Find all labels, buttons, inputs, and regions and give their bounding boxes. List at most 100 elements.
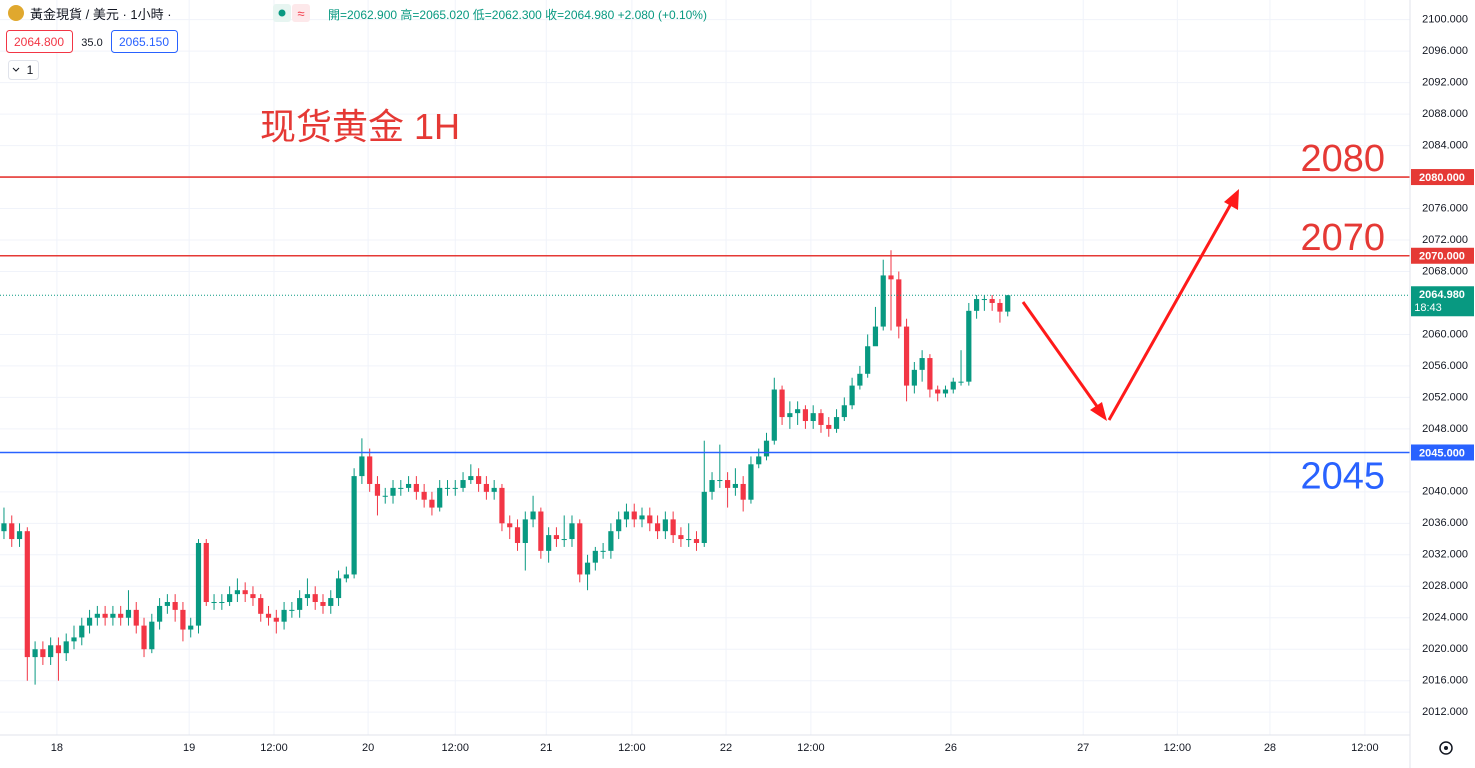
spread: 35.0 bbox=[81, 37, 102, 49]
interval-toggle[interactable] bbox=[8, 60, 39, 80]
candle-body bbox=[328, 598, 334, 606]
candle-body bbox=[600, 550, 606, 552]
candle-body bbox=[398, 487, 404, 489]
y-tick-label: 2100.000 bbox=[1422, 14, 1468, 26]
candle-body bbox=[211, 602, 217, 604]
y-tick-label: 2096.000 bbox=[1422, 45, 1468, 57]
candle-body bbox=[973, 299, 980, 311]
candle-body bbox=[841, 405, 847, 418]
level-tag-label: 2080.000 bbox=[1419, 172, 1465, 184]
x-tick-label: 19 bbox=[183, 742, 195, 754]
candle-body bbox=[444, 487, 451, 489]
candle-body bbox=[483, 483, 489, 492]
y-tick-label: 2092.000 bbox=[1422, 77, 1468, 89]
sell-button[interactable] bbox=[6, 30, 73, 53]
candle-body bbox=[429, 499, 435, 508]
candle-body bbox=[756, 456, 762, 465]
flag[interactable] bbox=[292, 4, 310, 22]
candle-body bbox=[810, 413, 816, 422]
candle-body bbox=[63, 641, 69, 654]
candle-body bbox=[71, 637, 77, 642]
candle-body bbox=[647, 515, 653, 524]
candle-body bbox=[981, 299, 987, 301]
candle-body bbox=[865, 346, 871, 374]
candle-body bbox=[787, 413, 793, 418]
candle-body bbox=[849, 385, 855, 406]
x-tick-label: 12:00 bbox=[1351, 742, 1379, 754]
candle-body bbox=[180, 609, 186, 630]
candle-body bbox=[935, 389, 941, 394]
candle-body bbox=[390, 487, 396, 496]
candle-body bbox=[771, 389, 777, 441]
y-tick-label: 2032.000 bbox=[1422, 549, 1468, 561]
candle-body bbox=[709, 480, 715, 492]
x-tick-label: 28 bbox=[1264, 742, 1276, 754]
y-tick-label: 2012.000 bbox=[1422, 706, 1468, 718]
candle-body bbox=[289, 609, 295, 611]
x-tick-label: 18 bbox=[51, 742, 63, 754]
candle-body bbox=[367, 456, 373, 484]
candle-body bbox=[1005, 295, 1011, 312]
symbol-icon bbox=[8, 5, 24, 21]
candle-body bbox=[888, 275, 894, 280]
y-tick-label: 2088.000 bbox=[1422, 108, 1468, 120]
level-label: 2080 bbox=[1300, 138, 1385, 180]
candle-body bbox=[514, 527, 521, 543]
candle-body bbox=[32, 649, 38, 658]
candle-body bbox=[359, 456, 365, 477]
candle-body bbox=[717, 480, 723, 482]
candle-body bbox=[203, 542, 209, 603]
grid bbox=[0, 0, 1410, 735]
candle-body bbox=[499, 487, 505, 524]
candle-body bbox=[273, 617, 279, 622]
candle-body bbox=[374, 483, 381, 496]
candle-body bbox=[320, 602, 326, 606]
candle-body bbox=[351, 476, 357, 575]
y-tick-label: 2060.000 bbox=[1422, 328, 1468, 340]
candle-body bbox=[833, 417, 840, 429]
y-tick-label: 2084.000 bbox=[1422, 139, 1468, 151]
symbol-title[interactable]: 黃金現貨 / 美元 · 1小時 · bbox=[30, 7, 172, 22]
candle-body bbox=[405, 483, 412, 488]
x-tick-label: 12:00 bbox=[260, 742, 288, 754]
candle-body bbox=[188, 625, 194, 630]
candle-body bbox=[911, 369, 917, 386]
candle-body bbox=[958, 381, 964, 383]
candle-body bbox=[639, 515, 645, 520]
candle-body bbox=[437, 487, 443, 508]
level-tag-label: 2070.000 bbox=[1419, 251, 1465, 263]
candle-body bbox=[802, 409, 809, 422]
candle-body bbox=[86, 617, 93, 626]
candle-body bbox=[903, 326, 910, 386]
candle-body bbox=[297, 598, 303, 610]
chevron bbox=[12, 67, 20, 72]
level-label: 2045 bbox=[1300, 455, 1385, 497]
candle-body bbox=[219, 602, 225, 604]
candle-body bbox=[740, 483, 746, 500]
candle-body bbox=[966, 310, 972, 382]
candle-body bbox=[662, 519, 668, 532]
interval: 1 bbox=[27, 63, 34, 77]
candle-body bbox=[312, 594, 318, 603]
settings-icon[interactable] bbox=[1439, 741, 1453, 755]
projection-arrow bbox=[1021, 189, 1239, 421]
candle-body bbox=[896, 279, 902, 327]
candle-body bbox=[725, 480, 731, 488]
level-label: 2070 bbox=[1300, 217, 1385, 259]
candle-body bbox=[491, 487, 497, 492]
candle-body bbox=[569, 523, 575, 540]
candle-body bbox=[250, 594, 256, 599]
annotation: 现货黄金 1H bbox=[260, 106, 460, 147]
candle-body bbox=[950, 381, 956, 390]
y-tick-label: 2028.000 bbox=[1422, 580, 1468, 592]
candle-body bbox=[94, 613, 100, 618]
candle-body bbox=[421, 491, 427, 500]
candle-body bbox=[686, 539, 692, 541]
candle-body bbox=[258, 598, 264, 614]
candle-body bbox=[546, 535, 552, 551]
buy-button[interactable] bbox=[111, 30, 178, 53]
candle-body bbox=[592, 550, 598, 563]
candle-body bbox=[584, 562, 591, 575]
candle-body bbox=[110, 613, 116, 618]
candle-body bbox=[763, 440, 770, 457]
